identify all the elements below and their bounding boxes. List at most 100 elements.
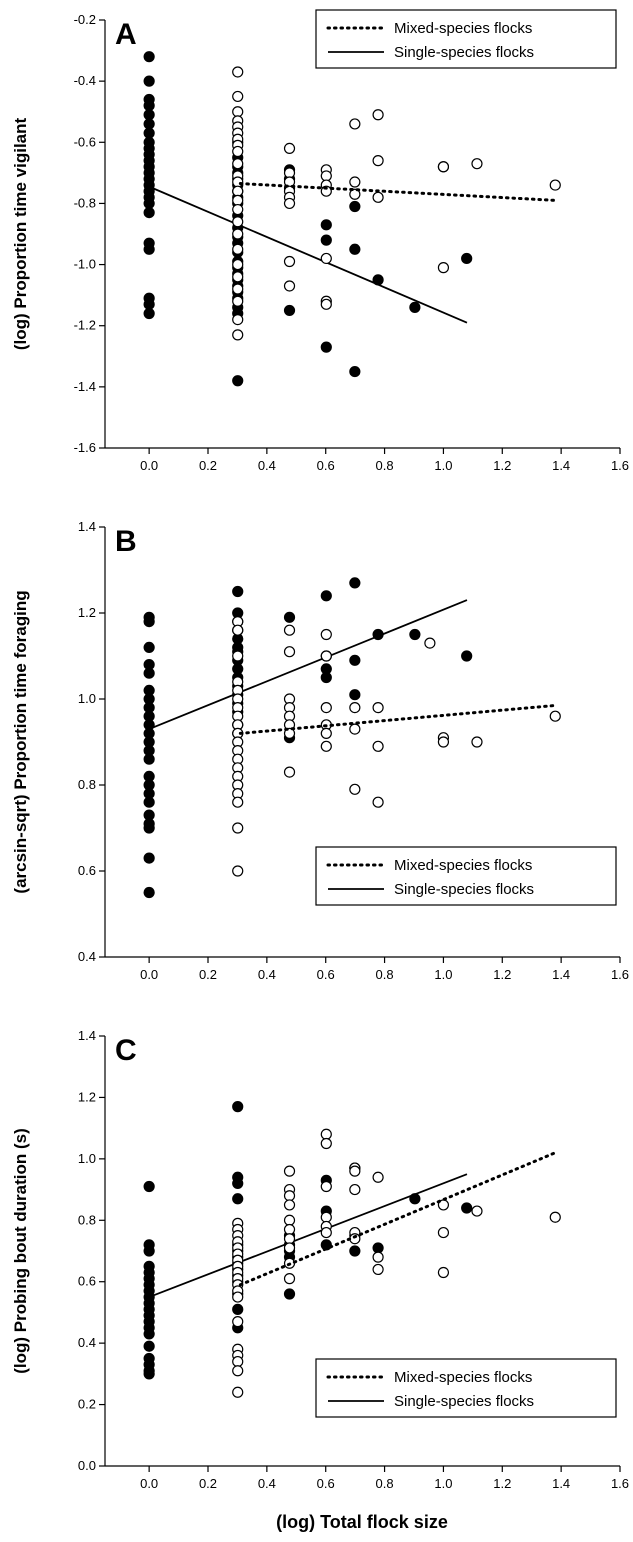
x-tick-label: 1.2: [493, 458, 511, 473]
y-tick-label: -0.8: [74, 195, 96, 210]
filled-point: [372, 1242, 384, 1254]
open-point: [320, 170, 332, 182]
open-point: [320, 252, 332, 265]
filled-point: [232, 585, 244, 598]
open-point: [471, 736, 483, 748]
filled-point: [143, 197, 155, 210]
y-tick-label: 0.4: [78, 949, 96, 964]
x-tick-label: 0.0: [140, 967, 158, 982]
open-point: [320, 1128, 332, 1140]
legend: Mixed-species flocks Single-species flock…: [315, 1358, 617, 1418]
filled-point: [143, 127, 155, 139]
open-point: [283, 1199, 296, 1211]
x-tick-label: 1.0: [434, 967, 452, 982]
open-point: [471, 1205, 483, 1217]
filled-point: [143, 822, 155, 834]
filled-point: [283, 611, 296, 623]
x-tick-label: 1.6: [611, 1476, 629, 1491]
open-point: [283, 624, 296, 636]
open-point: [232, 295, 244, 307]
y-tick-label: -1.6: [74, 440, 96, 455]
open-point: [232, 283, 244, 295]
open-point: [232, 329, 244, 341]
legend-mixed-label: Mixed-species flocks: [394, 20, 532, 37]
y-tick-label: 0.8: [78, 777, 96, 792]
legend-mixed-label: Mixed-species flocks: [394, 1369, 532, 1386]
filled-point: [143, 667, 155, 679]
y-tick-label: 1.0: [78, 1151, 96, 1166]
filled-point: [143, 51, 155, 63]
open-point: [232, 1316, 244, 1328]
x-tick-label: 1.2: [493, 1476, 511, 1491]
x-tick-label: 0.8: [376, 967, 394, 982]
open-point: [232, 243, 244, 255]
open-point: [320, 701, 332, 714]
y-tick-label: 0.6: [78, 1274, 96, 1289]
open-point: [283, 142, 296, 154]
open-point: [437, 1226, 450, 1239]
filled-point: [143, 615, 155, 628]
mixed-species-fit-line: [238, 182, 557, 202]
filled-point: [143, 1328, 155, 1340]
filled-point: [349, 577, 361, 589]
series-mixed-species: [232, 615, 561, 877]
open-point: [232, 145, 244, 158]
x-tick-label: 0.2: [199, 1476, 217, 1491]
open-point: [283, 280, 296, 292]
open-point: [349, 723, 361, 735]
x-tick-label: 0.4: [258, 967, 276, 982]
y-tick-label: -1.4: [74, 379, 96, 394]
open-point: [232, 650, 244, 662]
open-point: [232, 271, 244, 283]
filled-point: [349, 200, 361, 213]
open-point: [372, 1171, 384, 1183]
filled-point: [349, 1245, 361, 1257]
open-point: [232, 624, 244, 636]
x-tick-label: 0.0: [140, 458, 158, 473]
series-mixed-species: [232, 66, 561, 341]
filled-point: [143, 307, 155, 320]
open-point: [283, 766, 296, 778]
filled-point: [232, 1193, 244, 1205]
y-tick-label: -1.0: [74, 257, 96, 272]
y-tick-label: -0.4: [74, 73, 96, 88]
open-point: [320, 650, 332, 662]
legend-box: [315, 9, 617, 69]
open-point: [283, 646, 296, 658]
open-point: [283, 1223, 296, 1236]
open-point: [320, 628, 332, 641]
open-point: [349, 188, 361, 200]
filled-point: [283, 304, 296, 317]
filled-point: [461, 252, 473, 265]
open-point: [320, 298, 332, 310]
filled-point: [232, 1101, 244, 1113]
filled-point: [143, 753, 155, 765]
open-point: [349, 1183, 361, 1196]
filled-point: [232, 1177, 244, 1190]
x-tick-label: 1.2: [493, 967, 511, 982]
open-point: [372, 1251, 384, 1263]
y-tick-label: 0.0: [78, 1458, 96, 1473]
x-tick-label: 1.4: [552, 458, 570, 473]
open-point: [232, 176, 244, 188]
open-point: [283, 1233, 296, 1245]
y-tick-label: -0.2: [74, 12, 96, 27]
open-point: [232, 1365, 244, 1377]
y-tick-label: 1.4: [78, 1028, 96, 1043]
filled-point: [143, 118, 155, 130]
x-tick-label: 1.6: [611, 458, 629, 473]
open-point: [232, 90, 244, 103]
open-point: [372, 191, 384, 203]
filled-point: [320, 671, 332, 684]
open-point: [372, 701, 384, 714]
filled-point: [143, 796, 155, 808]
open-point: [232, 822, 244, 834]
open-point: [372, 109, 384, 121]
x-tick-label: 1.4: [552, 1476, 570, 1491]
legend-box: [315, 846, 617, 906]
open-point: [437, 1266, 450, 1279]
x-tick-label: 0.6: [317, 967, 335, 982]
y-tick-label: -0.6: [74, 134, 96, 149]
open-point: [320, 1137, 332, 1150]
open-point: [232, 185, 244, 197]
